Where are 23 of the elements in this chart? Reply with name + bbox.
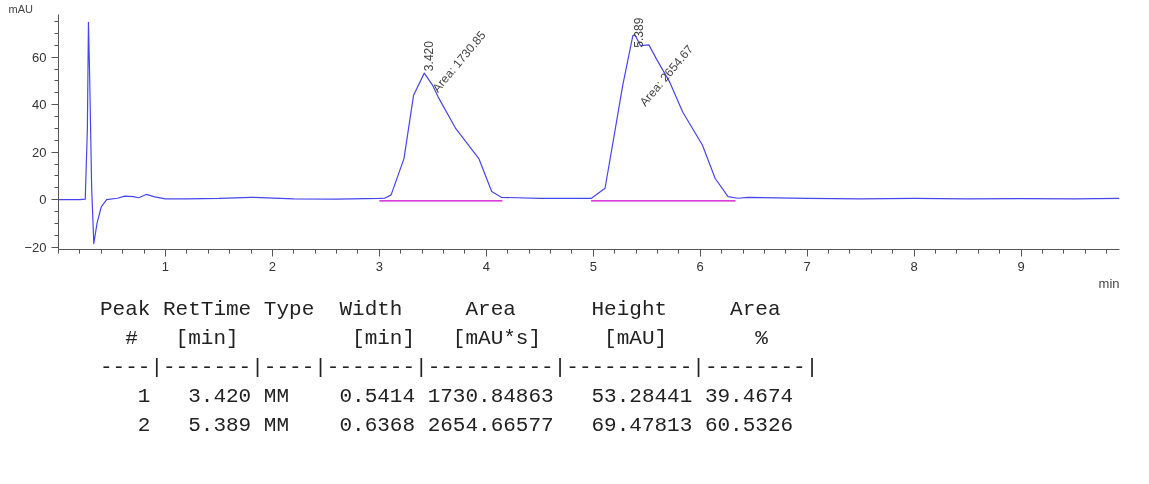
x-tick-label: 6: [696, 258, 704, 274]
annotation: 3.420: [421, 40, 436, 72]
annotation: 5.389: [632, 17, 647, 48]
x-tick-label: 4: [482, 258, 490, 274]
y-tick-label: −20: [24, 239, 47, 255]
x-tick-label: 3: [375, 258, 383, 274]
text: # [min] [min] [mAU*s] [mAU] %: [125, 327, 768, 350]
x-tick-label: 9: [1017, 258, 1025, 274]
x-tick-label: 7: [803, 258, 811, 274]
x-tick-label: 2: [268, 258, 277, 274]
y-tick-label: 20: [32, 144, 47, 160]
y-axis-title: mAU: [8, 2, 33, 15]
x-tick-label: 8: [910, 258, 918, 274]
y-tick-label: 40: [32, 97, 47, 113]
text: ----|-------|----|-------|----------|----------|--------|: [100, 356, 819, 379]
x-axis-title: min: [1098, 275, 1120, 291]
text: 1 3.420 MM 0.5414 1730.84863 53.28441 39.4674: [137, 385, 794, 408]
text: 2 5.389 MM 0.6368 2654.66577 69.47813 60.5326: [137, 414, 794, 437]
y-tick-label: 0: [39, 192, 47, 208]
y-tick-label: 60: [32, 49, 47, 65]
x-tick-label: 1: [161, 258, 170, 274]
x-tick-label: 5: [589, 258, 597, 274]
text: Peak RetTime Type Width Area Height Area: [100, 298, 781, 321]
